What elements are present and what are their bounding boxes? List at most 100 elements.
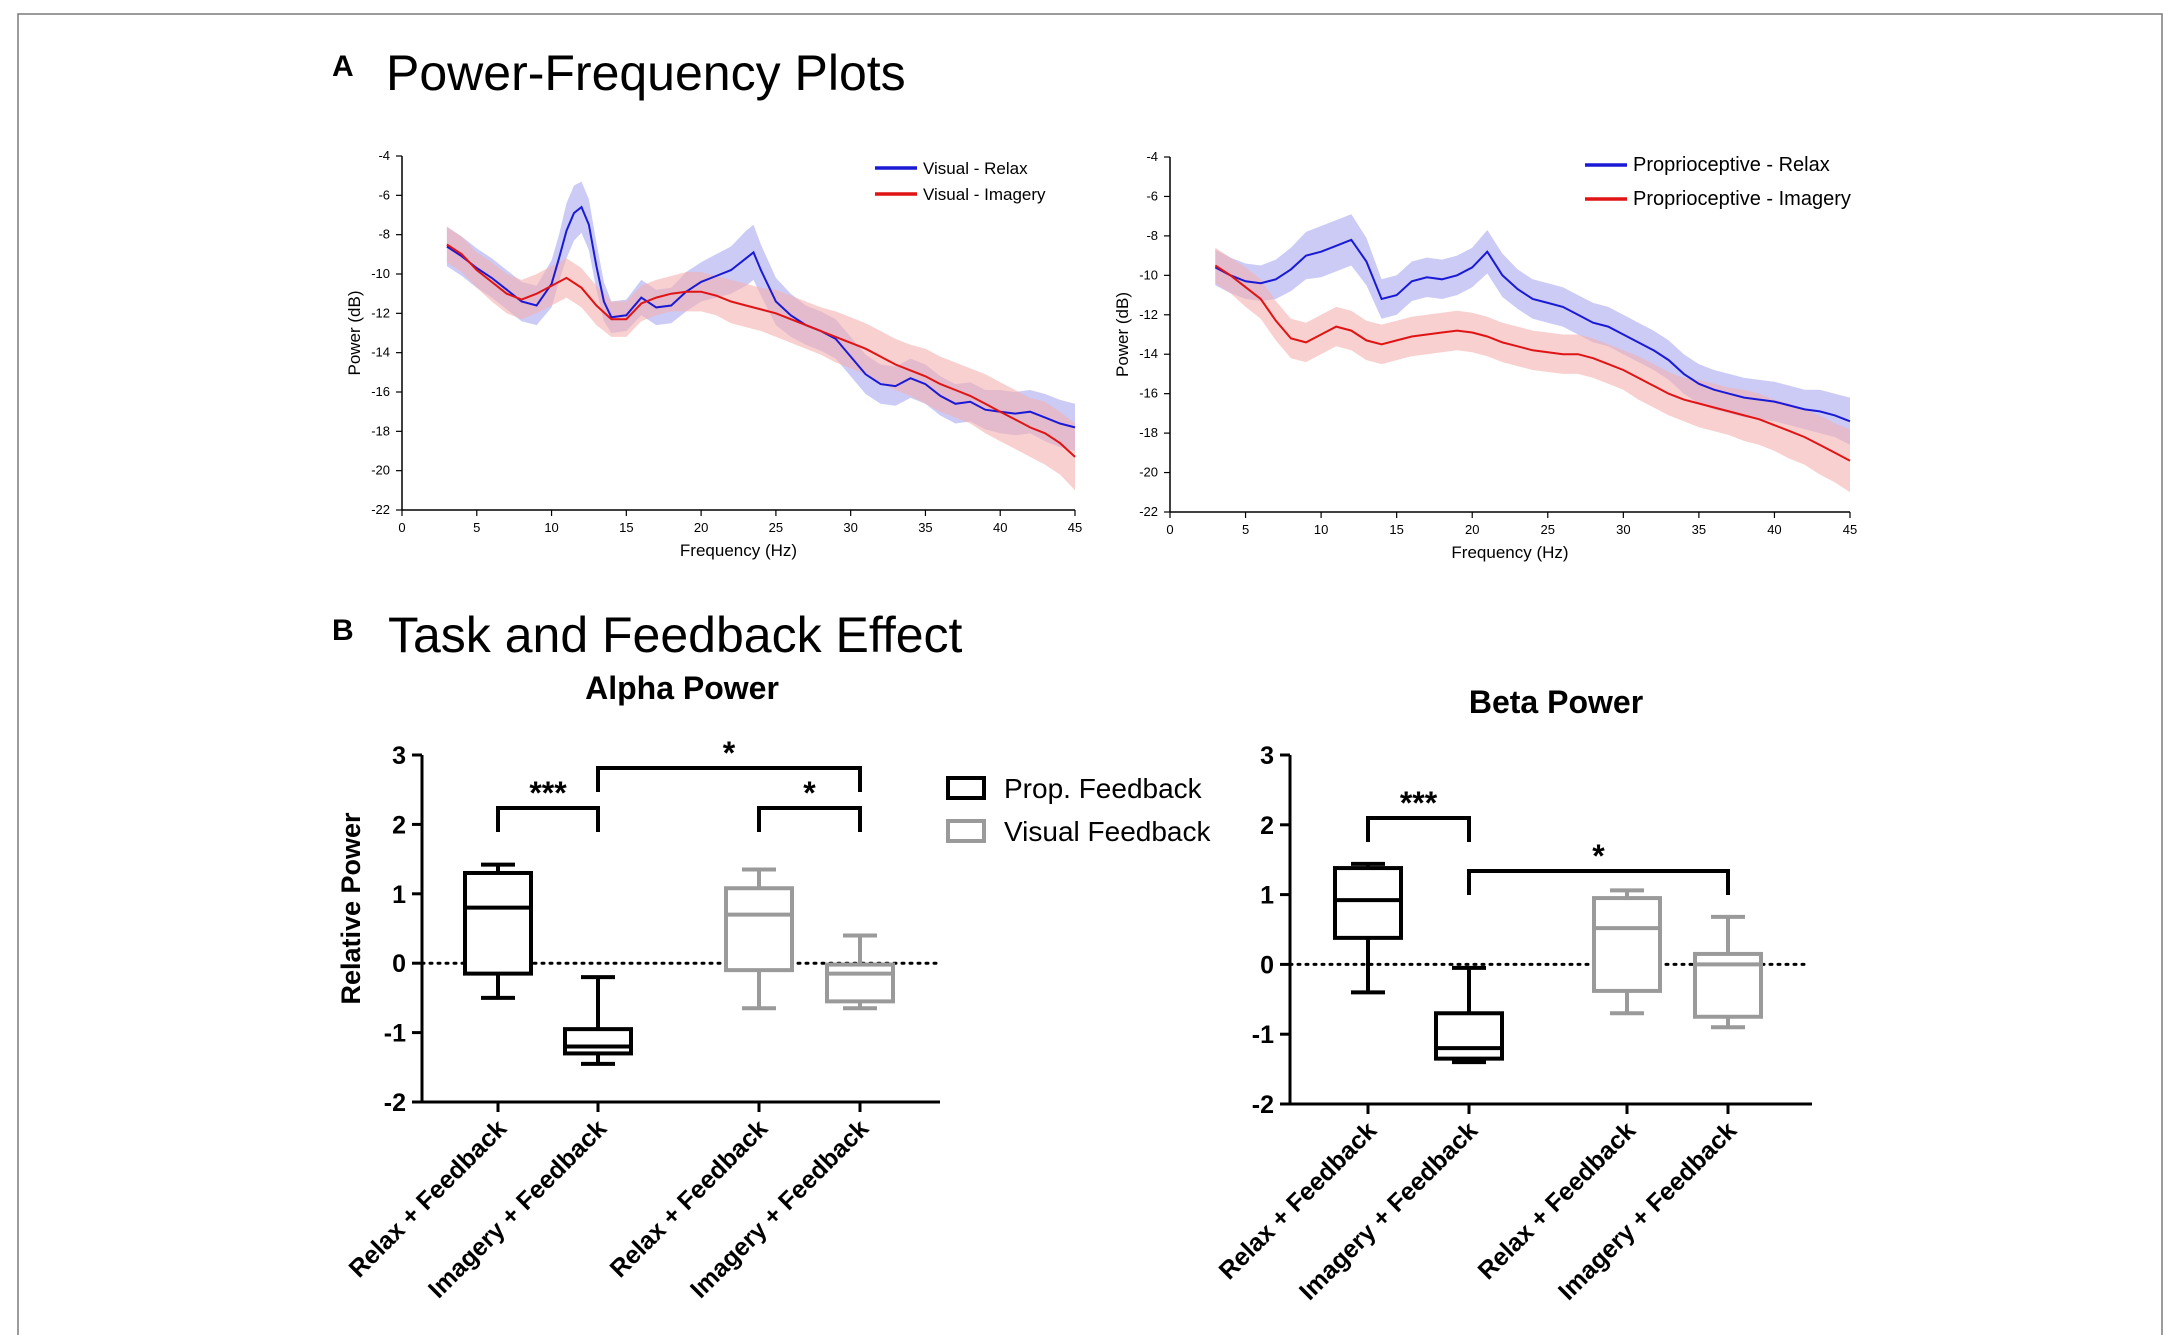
- box-iqr: [563, 1027, 633, 1056]
- x-tick-label: 20: [694, 520, 708, 535]
- series-line-0: [446, 205, 1076, 429]
- y-tick-label: 2: [392, 811, 406, 839]
- y-tick-label: -12: [1139, 307, 1158, 322]
- y-tick-label: 0: [392, 950, 406, 978]
- series-line-1: [1214, 264, 1851, 462]
- legend-swatch: [946, 819, 986, 843]
- y-tick-label: -4: [378, 148, 390, 163]
- legend-label: Visual - Imagery: [923, 185, 1046, 204]
- significance-label: *: [723, 735, 736, 771]
- box-iqr: [724, 886, 794, 973]
- legend-label: Proprioceptive - Imagery: [1633, 188, 1851, 210]
- x-tick-label: 45: [1068, 520, 1082, 535]
- panel-b-letter: B: [332, 614, 354, 647]
- x-tick-label: 30: [1616, 522, 1630, 537]
- y-axis-label: Relative Power: [336, 812, 366, 1005]
- category-label: Imagery + Feedback: [1553, 1116, 1742, 1305]
- x-tick-label: 35: [1692, 522, 1706, 537]
- y-tick-label: -16: [371, 384, 390, 399]
- x-tick-label: 0: [1166, 522, 1173, 537]
- x-tick-label: 5: [473, 520, 480, 535]
- box-iqr: [825, 962, 895, 1004]
- legend-label: Visual Feedback: [1004, 816, 1212, 847]
- category-label: Imagery + Feedback: [423, 1114, 612, 1303]
- panel-b-title: Task and Feedback Effect: [388, 607, 963, 663]
- panel-a-title: Power-Frequency Plots: [386, 45, 906, 101]
- box-legend: Prop. Feedback Visual Feedback: [946, 773, 1212, 847]
- x-tick-label: 25: [769, 520, 783, 535]
- panel-a-letter: A: [332, 50, 354, 83]
- x-tick-label: 15: [1389, 522, 1403, 537]
- significance-bracket: [1366, 816, 1471, 842]
- y-tick-label: -20: [371, 463, 390, 478]
- series-line-1: [446, 243, 1076, 458]
- y-tick-label: -1: [384, 1020, 406, 1048]
- x-tick-label: 40: [993, 520, 1007, 535]
- x-tick-label: 15: [619, 520, 633, 535]
- box-iqr: [1592, 896, 1662, 993]
- legend-label: Prop. Feedback: [1004, 773, 1203, 804]
- y-tick-label: -18: [371, 423, 390, 438]
- chart-psd-proprioceptive: 0 5 10 15 20 25 30 35 40 45 -4 -6 -8 -10 -12 -14 -16 -18 -…: [1113, 149, 1857, 562]
- box-chart-title: Alpha Power: [585, 670, 779, 706]
- y-tick-label: -6: [1146, 188, 1158, 203]
- x-tick-label: 10: [1314, 522, 1328, 537]
- y-tick-label: -8: [378, 227, 390, 242]
- legend-label: Proprioceptive - Relax: [1633, 154, 1830, 176]
- y-tick-label: -4: [1146, 149, 1158, 164]
- box-iqr: [463, 870, 533, 976]
- x-tick-label: 10: [544, 520, 558, 535]
- x-tick-label: 20: [1465, 522, 1479, 537]
- y-tick-label: -14: [1139, 346, 1158, 361]
- y-tick-label: -8: [1146, 228, 1158, 243]
- x-tick-label: 0: [398, 520, 405, 535]
- significance-label: ***: [1400, 785, 1438, 821]
- y-tick-label: 2: [1260, 812, 1274, 840]
- y-tick-label: -6: [378, 187, 390, 202]
- category-label: Imagery + Feedback: [1294, 1116, 1483, 1305]
- box-iqr: [1434, 1011, 1504, 1061]
- y-tick-label: 1: [1260, 882, 1274, 910]
- y-tick-label: -2: [1252, 1091, 1274, 1119]
- y-axis-label: Power (dB): [1113, 292, 1132, 377]
- y-tick-label: -18: [1139, 425, 1158, 440]
- y-tick-label: 1: [392, 881, 406, 909]
- y-tick-label: -10: [1139, 267, 1158, 282]
- significance-bracket: [1467, 869, 1730, 895]
- y-tick-label: 3: [1260, 742, 1274, 770]
- x-tick-label: 40: [1767, 522, 1781, 537]
- y-tick-label: -14: [371, 345, 390, 360]
- x-axis-label: Frequency (Hz): [680, 541, 797, 560]
- y-tick-label: -16: [1139, 386, 1158, 401]
- y-tick-label: -10: [371, 266, 390, 281]
- y-tick-label: 0: [1260, 951, 1274, 979]
- x-tick-label: 30: [843, 520, 857, 535]
- significance-bracket: [596, 766, 862, 792]
- box-chart-title: Beta Power: [1469, 684, 1643, 720]
- series-line-0: [1214, 238, 1851, 423]
- y-axis-label: Power (dB): [345, 290, 364, 375]
- significance-label: *: [1592, 838, 1605, 874]
- x-tick-label: 5: [1242, 522, 1249, 537]
- y-tick-label: -2: [384, 1089, 406, 1117]
- significance-bracket: [757, 806, 862, 832]
- category-label: Imagery + Feedback: [685, 1114, 874, 1303]
- significance-label: *: [803, 775, 816, 811]
- x-tick-label: 25: [1541, 522, 1555, 537]
- significance-label: ***: [529, 775, 567, 811]
- x-tick-label: 45: [1843, 522, 1857, 537]
- x-axis-label: Frequency (Hz): [1451, 543, 1568, 562]
- box-iqr: [1333, 866, 1403, 940]
- legend-label: Visual - Relax: [923, 159, 1028, 178]
- x-tick-label: 35: [918, 520, 932, 535]
- chart-psd-visual: 0 5 10 15 20 25 30 35 40 45 -4 -6 -8 -10 -12 -14 -16 -18 -…: [345, 148, 1082, 560]
- y-tick-label: -20: [1139, 465, 1158, 480]
- significance-bracket: [496, 806, 600, 832]
- y-tick-label: -12: [371, 305, 390, 320]
- y-tick-label: 3: [392, 742, 406, 770]
- legend-swatch: [946, 776, 986, 800]
- figure-border: [17, 13, 2163, 1335]
